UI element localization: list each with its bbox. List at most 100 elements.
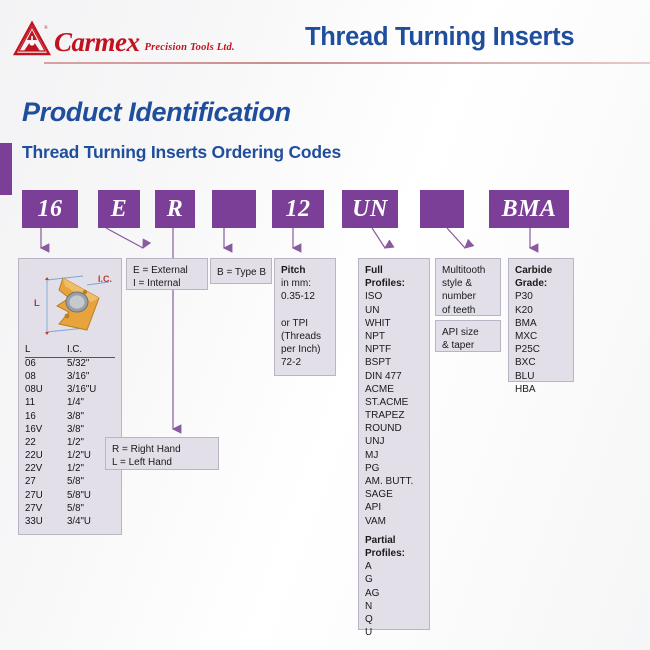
page-subtitle: Thread Turning Inserts Ordering Codes bbox=[22, 142, 341, 162]
list-item: U bbox=[365, 627, 373, 639]
size-cell-ic: 5/8" bbox=[67, 502, 84, 514]
list-item: & taper bbox=[442, 340, 475, 352]
size-cell-ic: 3/8" bbox=[67, 423, 84, 435]
size-cell-l: 11 bbox=[25, 397, 36, 409]
list-item: PG bbox=[365, 462, 380, 474]
code-box-multitooth[interactable] bbox=[420, 190, 472, 236]
brand-logo: ® Carmex Precision Tools Ltd. bbox=[12, 20, 235, 57]
list-item: P30 bbox=[515, 291, 533, 303]
table-row: 27 5/8" bbox=[25, 476, 115, 489]
api-list: API size & taper bbox=[442, 326, 494, 352]
table-row: 08U 3/16"U bbox=[25, 384, 115, 397]
size-cell-l: 22 bbox=[25, 436, 36, 448]
list-item: NPTF bbox=[365, 344, 392, 356]
size-table-header-ic: I.C. bbox=[67, 344, 115, 358]
list-item: HBA bbox=[515, 383, 536, 395]
legend-profiles-box: Full Profiles: ISO UN WHIT NPT NPTF BSPT DIN 4… bbox=[358, 258, 430, 638]
list-item: N bbox=[365, 600, 373, 612]
page-header: ® Carmex Precision Tools Ltd. Thread Tur… bbox=[0, 0, 650, 72]
list-item: UN bbox=[365, 304, 380, 316]
insert-ic-label: I.C. bbox=[97, 274, 112, 284]
list-item: in mm: bbox=[281, 278, 311, 290]
size-cell-l: 08 bbox=[25, 370, 36, 382]
table-row: 22 1/2" bbox=[25, 437, 115, 450]
size-cell-l: 27U bbox=[25, 489, 43, 501]
table-row: 22U 1/2"U bbox=[25, 450, 115, 463]
legend-api-box: API size & taper bbox=[435, 320, 501, 352]
code-box-external-internal[interactable]: E bbox=[98, 190, 148, 236]
size-cell-l: 16 bbox=[25, 410, 36, 422]
size-table-header-l: L bbox=[25, 344, 67, 358]
legend-multitooth-box: Multitooth style & number of teeth bbox=[435, 258, 501, 316]
size-cell-l: 22V bbox=[25, 463, 43, 475]
list-item: of teeth bbox=[442, 304, 476, 316]
list-item: ST.ACME bbox=[365, 396, 409, 408]
size-cell-ic: 3/4"U bbox=[67, 516, 91, 528]
code-box-pitch[interactable]: 12 bbox=[272, 190, 332, 236]
table-row: 27V 5/8" bbox=[25, 503, 115, 516]
list-item: MXC bbox=[515, 330, 538, 342]
brand-tagline: Precision Tools Ltd. bbox=[144, 42, 235, 53]
code-box-profile[interactable]: UN bbox=[342, 190, 406, 236]
list-item: K20 bbox=[515, 304, 533, 316]
multitooth-list: Multitooth style & number of teeth bbox=[442, 264, 494, 317]
pitch-title: Pitch bbox=[281, 265, 306, 276]
size-cell-ic: 5/32" bbox=[67, 357, 90, 369]
list-item: A bbox=[365, 561, 372, 573]
list-item bbox=[281, 304, 329, 317]
list-item: Q bbox=[365, 613, 373, 625]
list-item: E = External bbox=[133, 265, 188, 276]
brand-name: Carmex bbox=[54, 27, 140, 57]
size-cell-ic: 1/2" bbox=[67, 463, 84, 475]
list-item: R = Right Hand bbox=[112, 444, 181, 455]
size-cell-ic: 5/8" bbox=[67, 476, 84, 488]
size-table-body: 06 5/32" 08 3/16" 08U 3/16"U 11 1/4" 16 3/8" 16V 3/… bbox=[25, 357, 115, 529]
partial-profiles-list: A G AG N Q U bbox=[365, 560, 423, 639]
header-divider bbox=[44, 62, 650, 64]
partial-profiles-title: Partial Profiles: bbox=[365, 534, 406, 559]
list-item: AG bbox=[365, 587, 380, 599]
code-box-label: 16 bbox=[37, 195, 63, 222]
list-item: API bbox=[365, 502, 382, 514]
list-item: DIN 477 bbox=[365, 370, 402, 382]
list-item: Multitooth bbox=[442, 265, 486, 276]
code-box-size[interactable]: 16 bbox=[22, 190, 86, 236]
list-item: B = Type B bbox=[217, 267, 267, 278]
list-item: P25C bbox=[515, 344, 541, 356]
list-item: per Inch) bbox=[281, 344, 321, 356]
size-cell-ic: 5/8"U bbox=[67, 489, 91, 501]
code-box-hand[interactable]: R bbox=[155, 190, 203, 236]
list-item: or TPI bbox=[281, 317, 309, 329]
code-box-label: BMA bbox=[501, 195, 557, 222]
code-box-label: R bbox=[166, 195, 184, 222]
full-profiles-list: ISO UN WHIT NPT NPTF BSPT DIN 477 ACME ST.ACME TR… bbox=[365, 290, 423, 527]
size-cell-l: 22U bbox=[25, 450, 43, 462]
svg-text:®: ® bbox=[44, 25, 48, 31]
list-item: UNJ bbox=[365, 436, 385, 448]
carmex-triangle-logo-icon: ® bbox=[12, 20, 52, 56]
size-table: L I.C. 06 5/32" 08 3/16" 08U 3/16"U 11 1/4" 16 3/… bbox=[25, 344, 115, 529]
size-cell-ic: 1/2"U bbox=[67, 450, 91, 462]
list-item: AM. BUTT. bbox=[365, 476, 414, 487]
code-box-label: E bbox=[110, 195, 128, 222]
list-item: 72-2 bbox=[281, 357, 302, 369]
size-cell-ic: 1/2" bbox=[67, 436, 84, 448]
external-internal-list: E = External I = Internal bbox=[133, 264, 201, 290]
legend-grade-box: Carbide Grade: P30 K20 BMA MXC P25C BXC BLU HBA bbox=[508, 258, 574, 395]
legend-type-box: B = Type B bbox=[210, 258, 272, 284]
list-item: BLU bbox=[515, 370, 535, 382]
insert-l-label: L bbox=[34, 298, 40, 309]
code-box-shadow bbox=[428, 198, 472, 236]
size-cell-l: 27 bbox=[25, 476, 36, 488]
accent-bar bbox=[0, 143, 12, 195]
list-item: BXC bbox=[515, 357, 536, 369]
list-item: 0.35-12 bbox=[281, 291, 315, 303]
list-item: BMA bbox=[515, 317, 537, 329]
hand-list: R = Right Hand L = Left Hand bbox=[112, 443, 212, 469]
table-row: 16 3/8" bbox=[25, 411, 115, 424]
code-box-type[interactable] bbox=[212, 190, 264, 236]
list-item: G bbox=[365, 574, 373, 586]
list-item: NPT bbox=[365, 330, 385, 342]
legend-size-box: I.C. L L I.C. 06 5/32" 08 3/16" 08U 3/16"U 11 1… bbox=[18, 258, 122, 535]
code-box-grade[interactable]: BMA bbox=[489, 190, 577, 236]
